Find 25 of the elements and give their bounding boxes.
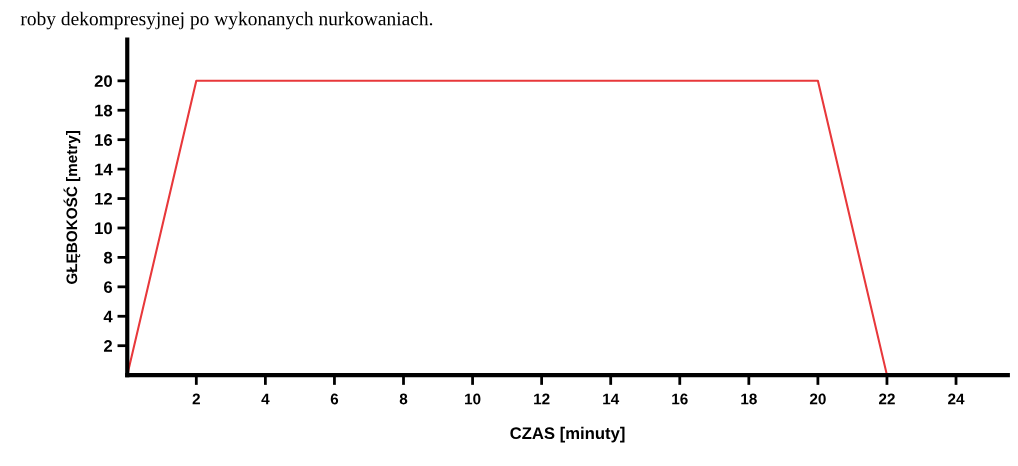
y-tick-label: 18 — [95, 104, 113, 117]
y-axis-title: GŁĘBOKOŚĆ [metry] — [63, 130, 81, 284]
x-tick-label: 8 — [399, 393, 408, 405]
x-tick-label: 4 — [261, 393, 270, 405]
text: roby dekompresyjnej po wykonanych nurkowaniach. — [20, 11, 433, 30]
x-tick-label: 14 — [603, 393, 620, 405]
y-tick-label: 6 — [104, 281, 113, 294]
x-tick-label: 18 — [741, 393, 757, 405]
x-tick-label: 16 — [672, 393, 688, 405]
x-axis-title: CZAS [minuty] — [510, 426, 625, 443]
y-tick-label: 2 — [103, 340, 112, 352]
y-tick-label: 10 — [95, 222, 112, 235]
x-tick-label: 12 — [534, 393, 550, 405]
x-tick-label: 24 — [948, 393, 965, 405]
x-tick-label: 10 — [465, 393, 481, 405]
y-tick-label: 20 — [94, 75, 112, 88]
x-tick-label: 6 — [330, 393, 339, 405]
y-tick-label: 16 — [95, 134, 113, 146]
y-tick-label: 8 — [103, 251, 113, 264]
y-tick-label: 12 — [95, 192, 112, 205]
x-tick-label: 2 — [192, 393, 200, 405]
y-tick-label: 14 — [95, 163, 113, 176]
y-tick-label: 4 — [103, 310, 113, 323]
x-tick-label: 20 — [809, 393, 826, 405]
x-tick-label: 22 — [878, 393, 895, 405]
